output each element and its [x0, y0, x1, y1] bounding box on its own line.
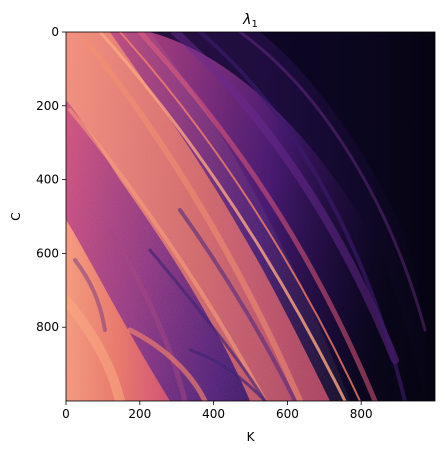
x-axis-label: K [247, 430, 256, 444]
y-tick-label: 0 [51, 25, 59, 39]
y-tick-label: 600 [36, 246, 59, 260]
x-tick-label: 0 [62, 407, 70, 421]
chart-title-subscript: 1 [251, 19, 257, 30]
x-tick-label: 800 [350, 407, 373, 421]
heatmap-texture [66, 32, 350, 401]
chart-title-base: λ [242, 12, 251, 28]
x-axis-ticks: 0 200 400 600 800 [62, 401, 373, 421]
y-tick-label: 200 [36, 99, 59, 113]
y-axis-ticks: 0 200 400 600 800 [36, 25, 66, 334]
plot-frame [65, 31, 436, 402]
y-tick-label: 400 [36, 173, 59, 187]
x-tick-label: 400 [202, 407, 225, 421]
y-tick-label: 800 [36, 320, 59, 334]
x-tick-label: 200 [128, 407, 151, 421]
x-tick-label: 600 [276, 407, 299, 421]
heatmap-image [66, 32, 435, 401]
chart-title: λ1 [242, 12, 258, 30]
y-axis-label: C [9, 212, 23, 220]
